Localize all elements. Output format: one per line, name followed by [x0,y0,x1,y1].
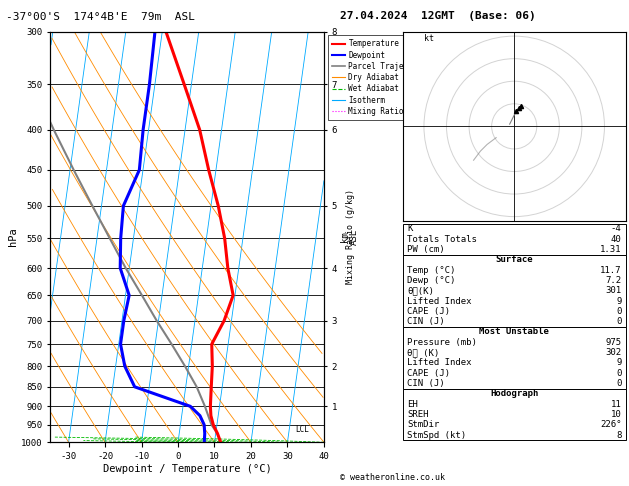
Text: 0: 0 [616,379,621,388]
Text: -4: -4 [611,224,621,233]
Text: CAPE (J): CAPE (J) [407,369,450,378]
Legend: Temperature, Dewpoint, Parcel Trajectory, Dry Adiabat, Wet Adiabat, Isotherm, Mi: Temperature, Dewpoint, Parcel Trajectory… [328,35,431,120]
Text: 9: 9 [616,359,621,367]
Text: 7.2: 7.2 [605,276,621,285]
Text: CIN (J): CIN (J) [407,317,445,326]
Text: StmSpd (kt): StmSpd (kt) [407,431,466,440]
Text: Dewp (°C): Dewp (°C) [407,276,455,285]
Text: Lifted Index: Lifted Index [407,296,472,306]
Text: Surface: Surface [496,255,533,264]
Bar [403,327,626,389]
Text: θᴇ (K): θᴇ (K) [407,348,439,357]
Text: 302: 302 [605,348,621,357]
Text: 8: 8 [616,431,621,440]
Text: SREH: SREH [407,410,428,419]
Text: 226°: 226° [600,420,621,430]
Text: Lifted Index: Lifted Index [407,359,472,367]
Text: 10: 10 [611,410,621,419]
Text: Pressure (mb): Pressure (mb) [407,338,477,347]
Text: Most Unstable: Most Unstable [479,328,549,336]
Text: θᴇ(K): θᴇ(K) [407,286,434,295]
Text: Temp (°C): Temp (°C) [407,265,455,275]
Y-axis label: hPa: hPa [8,227,18,246]
Text: 0: 0 [616,307,621,316]
X-axis label: Dewpoint / Temperature (°C): Dewpoint / Temperature (°C) [103,464,272,474]
Text: 11.7: 11.7 [600,265,621,275]
Text: EH: EH [407,400,418,409]
Text: 40: 40 [611,235,621,243]
Bar [403,255,626,327]
Text: K: K [407,224,413,233]
Text: © weatheronline.co.uk: © weatheronline.co.uk [340,473,445,482]
Text: 9: 9 [616,296,621,306]
Text: LCL: LCL [296,425,309,434]
Text: 301: 301 [605,286,621,295]
Text: 0: 0 [616,317,621,326]
Text: PW (cm): PW (cm) [407,245,445,254]
Text: 11: 11 [611,400,621,409]
Text: Totals Totals: Totals Totals [407,235,477,243]
Text: StmDir: StmDir [407,420,439,430]
Y-axis label: km
ASL: km ASL [340,229,359,245]
Text: CAPE (J): CAPE (J) [407,307,450,316]
Bar [403,389,626,440]
Text: CIN (J): CIN (J) [407,379,445,388]
Bar [403,224,626,255]
Text: Mixing Ratio (g/kg): Mixing Ratio (g/kg) [346,190,355,284]
Text: Hodograph: Hodograph [490,389,538,399]
Text: 975: 975 [605,338,621,347]
Text: 1.31: 1.31 [600,245,621,254]
Text: 0: 0 [616,369,621,378]
Text: 27.04.2024  12GMT  (Base: 06): 27.04.2024 12GMT (Base: 06) [340,11,535,21]
Text: kt: kt [424,34,434,43]
Text: -37°00'S  174°4B'E  79m  ASL: -37°00'S 174°4B'E 79m ASL [6,12,195,22]
